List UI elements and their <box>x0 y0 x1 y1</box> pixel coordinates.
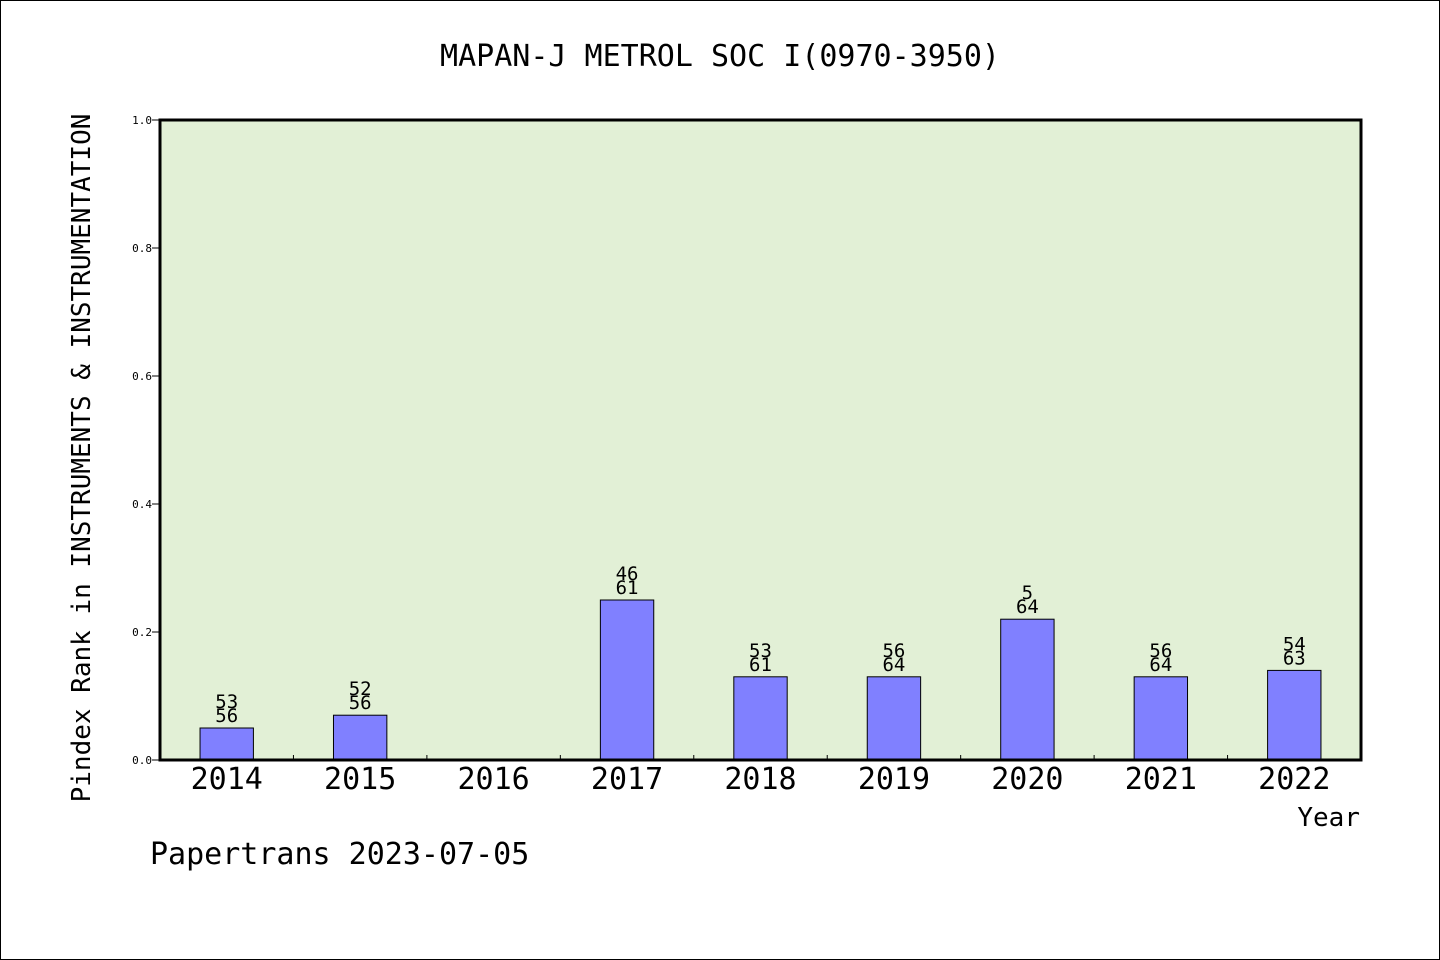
bar-label-top: 46 <box>616 563 639 585</box>
y-tick-label: 1.0 <box>132 114 152 127</box>
bar-label-bottom: 61 <box>749 654 772 676</box>
plot-area <box>158 118 1363 762</box>
bar-label-top: 5 <box>1022 582 1033 604</box>
y-tick-label: 0.4 <box>132 498 152 511</box>
x-tick-label: 2019 <box>858 762 930 797</box>
x-tick-label: 2015 <box>324 762 396 797</box>
x-tick-label: 2018 <box>724 762 796 797</box>
bar-2017 <box>599 599 655 761</box>
bar-2022 <box>1267 669 1322 761</box>
y-tick-label: 0.8 <box>132 242 152 255</box>
y-tick-label: 0.0 <box>132 754 152 767</box>
bar-label-top: 53 <box>215 691 238 713</box>
footer-text: Papertrans 2023-07-05 <box>150 837 529 872</box>
bar-2014 <box>199 727 254 761</box>
x-tick-label: 2021 <box>1125 762 1197 797</box>
bar-2021 <box>1133 676 1189 761</box>
plot-border <box>158 118 1363 762</box>
bar-label-bottom: 56 <box>215 705 238 727</box>
bar-2019 <box>866 676 922 761</box>
x-axis-label: Year <box>1297 803 1360 833</box>
bar-label-top: 56 <box>1149 640 1172 662</box>
y-axis-label: Pindex Rank in INSTRUMENTS & INSTRUMENTA… <box>67 114 97 803</box>
y-tick-label: 0.2 <box>132 626 152 639</box>
bar-label-bottom: 63 <box>1283 647 1306 669</box>
bar-label-top: 52 <box>349 678 372 700</box>
bar-label-bottom: 61 <box>616 577 639 599</box>
bar-2018 <box>733 676 788 761</box>
bar-2015 <box>332 714 388 761</box>
x-axis: 2014 2015 2016 2017 2018 2019 2020 2021 2022 <box>191 755 1330 797</box>
x-tick-label: 2017 <box>591 762 663 797</box>
bars <box>199 599 1322 761</box>
bar-2020 <box>1000 618 1055 761</box>
chart-title: MAPAN-J METROL SOC I(0970-3950) <box>440 39 1000 74</box>
y-tick-label: 0.6 <box>132 370 152 383</box>
bar-label-top: 56 <box>882 640 905 662</box>
x-tick-label: 2020 <box>991 762 1063 797</box>
x-tick-label: 2022 <box>1258 762 1330 797</box>
bar-label-bottom: 56 <box>349 692 372 714</box>
bar-label-top: 53 <box>749 640 772 662</box>
bar-label-bottom: 64 <box>882 654 905 676</box>
x-tick-label: 2016 <box>457 762 529 797</box>
bar-label-bottom: 64 <box>1016 596 1039 618</box>
bar-label-top: 54 <box>1283 633 1306 655</box>
bar-label-bottom: 64 <box>1149 654 1172 676</box>
x-tick-label: 2014 <box>191 762 263 797</box>
